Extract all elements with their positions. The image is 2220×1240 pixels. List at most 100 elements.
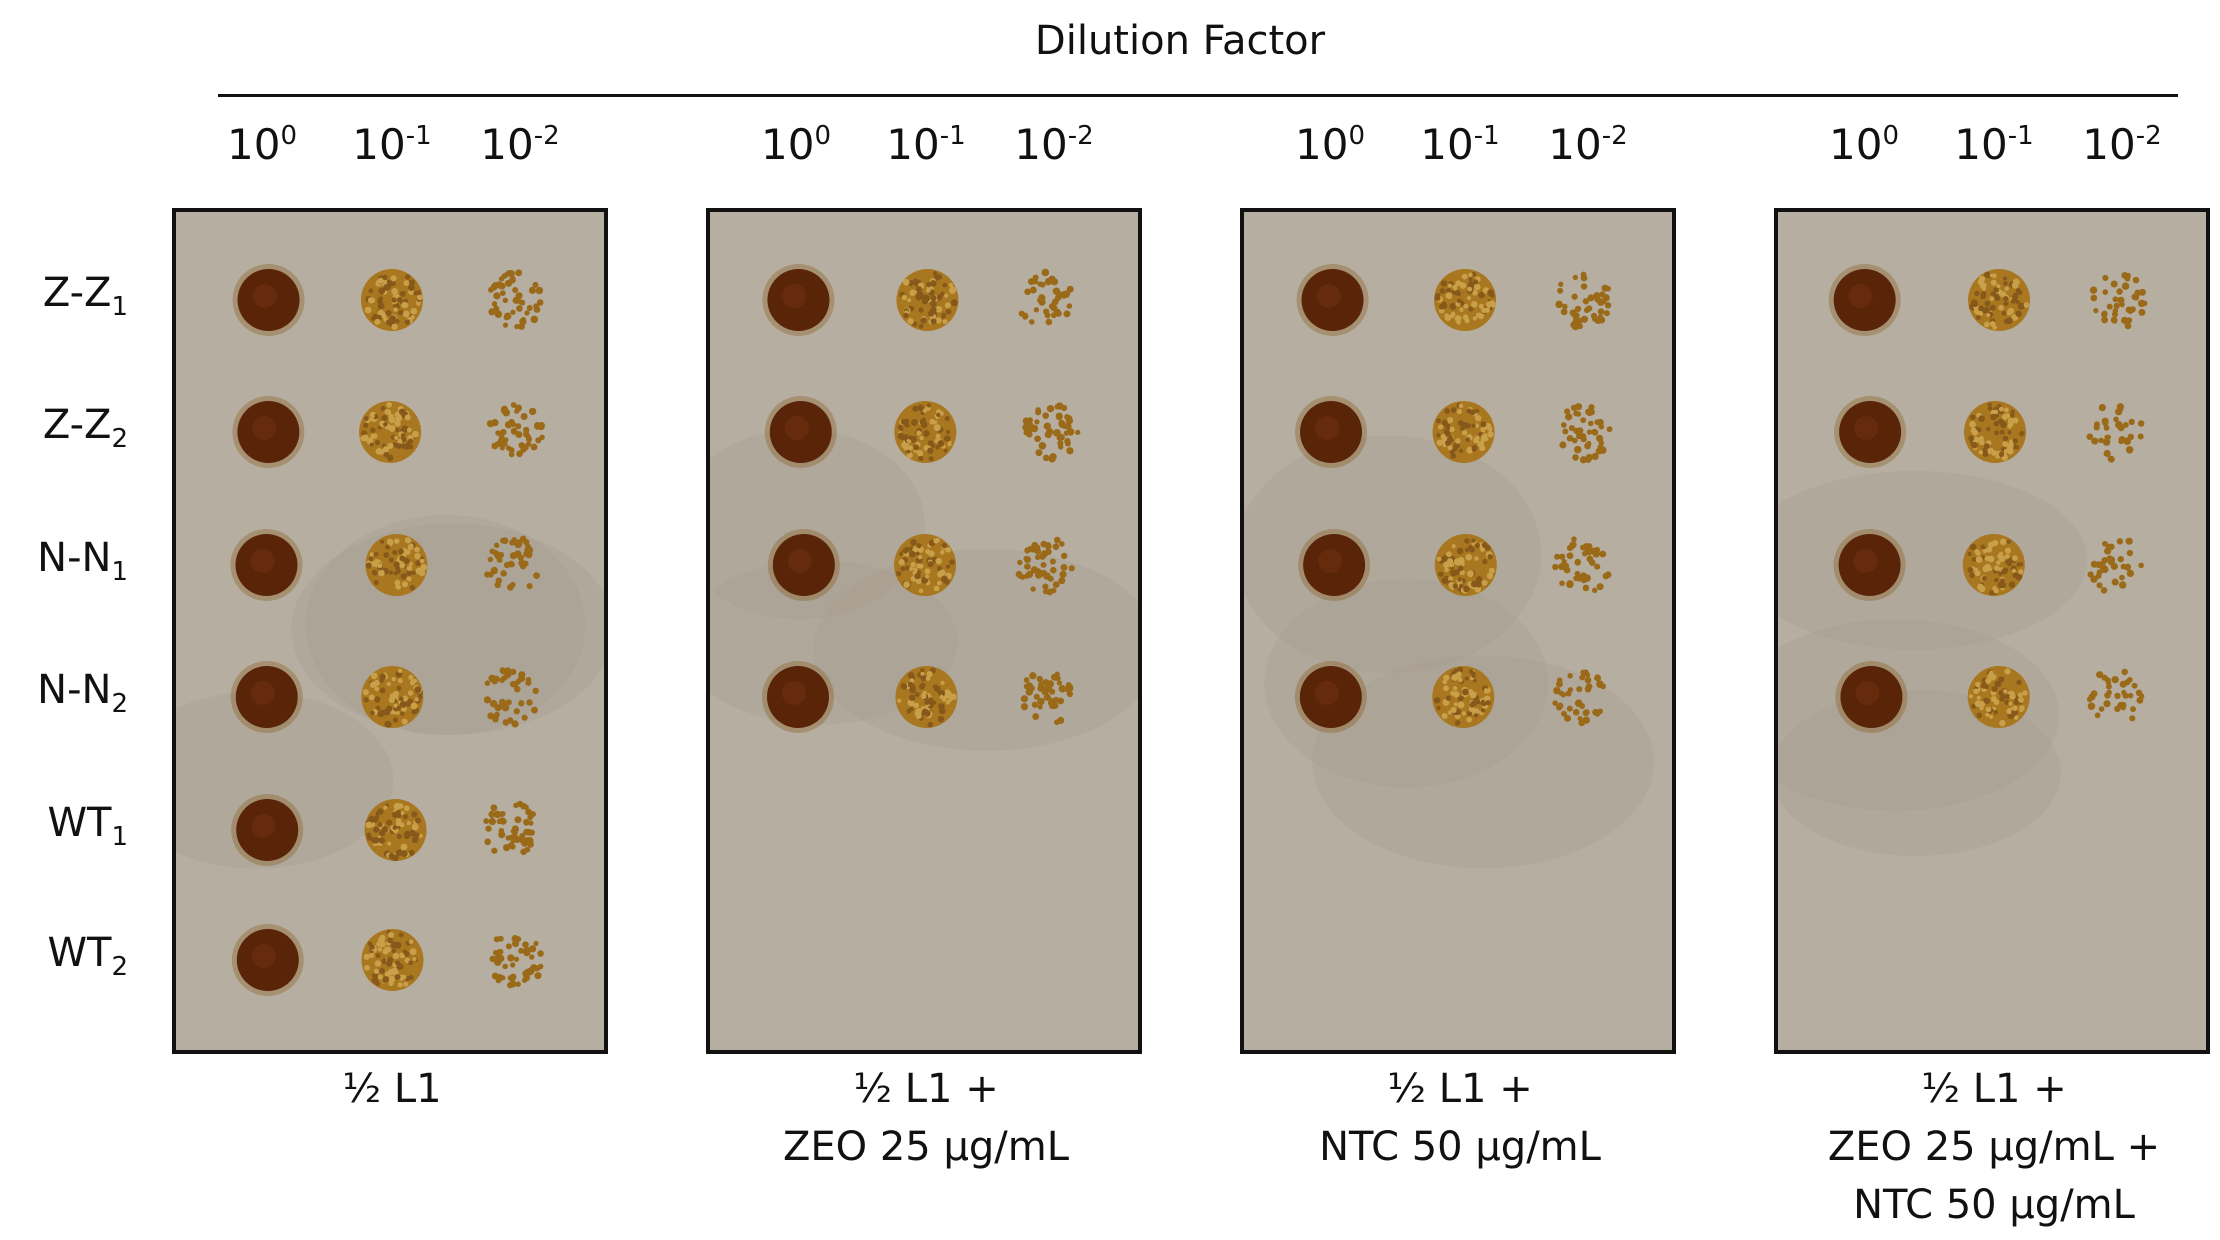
colony-spot xyxy=(764,396,837,468)
colony-spot xyxy=(359,401,422,463)
strain-row-labels: Z-Z1 Z-Z2 N-N1 N-N2 WT1 WT2 xyxy=(0,0,160,1240)
agar-shading xyxy=(291,523,604,735)
dilution-exponent: 0 xyxy=(814,121,831,151)
colony-spot xyxy=(896,269,959,331)
plate-condition-label: ½ L1 + NTC 50 µg/mL xyxy=(1200,1060,1720,1176)
condition-line: ½ L1 xyxy=(342,1066,442,1112)
strain-subscript: 1 xyxy=(111,822,128,852)
strain-name: Z-Z xyxy=(42,402,112,448)
colony-spot xyxy=(1552,536,1612,593)
colony-spot xyxy=(232,396,305,468)
dilution-base: 10 xyxy=(1954,120,2008,169)
colony-spot xyxy=(1020,671,1074,726)
dilution-label: 100 xyxy=(1260,120,1400,169)
condition-line: ½ L1 + xyxy=(853,1066,999,1112)
colony-spot xyxy=(361,666,424,728)
colony-spot xyxy=(1018,268,1074,326)
colony-spot xyxy=(231,794,304,866)
agar-plate xyxy=(1240,208,1676,1054)
colony-spot xyxy=(1294,661,1367,733)
colony-spot xyxy=(1022,402,1081,463)
strain-label: WT2 xyxy=(0,930,128,982)
dilution-label: 10-2 xyxy=(1518,120,1658,169)
agar-shading xyxy=(1778,470,2088,650)
plate-condition-label: ½ L1 xyxy=(132,1060,652,1118)
colony-spot xyxy=(895,666,958,728)
condition-line: ½ L1 + xyxy=(1921,1066,2067,1112)
colony-spot xyxy=(1432,401,1495,463)
colony-spot xyxy=(1432,666,1495,728)
dilution-base: 10 xyxy=(2082,120,2136,169)
dilution-label: 100 xyxy=(726,120,866,169)
plate-spots-svg xyxy=(710,264,1138,751)
agar-shading xyxy=(1778,689,2061,857)
colony-spot xyxy=(230,661,303,733)
strain-label: WT1 xyxy=(0,800,128,852)
colony-spot xyxy=(762,264,835,336)
colony-spot xyxy=(232,264,305,336)
condition-line: ZEO 25 µg/mL + xyxy=(1827,1124,2161,1170)
colony-spot xyxy=(489,935,544,989)
agar-shading xyxy=(710,429,925,620)
dilution-base: 10 xyxy=(1420,120,1474,169)
strain-label: N-N1 xyxy=(0,535,128,587)
colony-spot xyxy=(1968,269,2031,331)
colony-spot xyxy=(230,529,303,601)
dilution-base: 10 xyxy=(480,120,534,169)
dilution-exponent: -2 xyxy=(533,121,560,151)
colony-spot xyxy=(1434,534,1497,596)
dilution-exponent: -1 xyxy=(2007,121,2034,151)
dilution-exponent: 0 xyxy=(1882,121,1899,151)
agar-shading xyxy=(176,691,394,869)
strain-subscript: 2 xyxy=(111,952,128,982)
colony-spot xyxy=(2089,272,2148,330)
strain-name: N-N xyxy=(37,535,112,581)
colony-spot xyxy=(894,401,957,463)
dilution-label: 10-1 xyxy=(1924,120,2064,169)
dilution-base: 10 xyxy=(1014,120,1068,169)
dilution-base: 10 xyxy=(886,120,940,169)
dilution-exponent: 0 xyxy=(280,121,297,151)
dilution-label: 100 xyxy=(192,120,332,169)
colony-spot xyxy=(483,667,539,728)
colony-spot xyxy=(1834,396,1907,468)
colony-spot xyxy=(1962,534,2025,596)
colony-spot xyxy=(1967,666,2030,728)
plate-spots-svg xyxy=(1778,264,2148,857)
dilution-exponent: -1 xyxy=(405,121,432,151)
condition-line: ½ L1 + xyxy=(1387,1066,1533,1112)
colony-spot xyxy=(2087,537,2144,594)
agar-shading xyxy=(1778,619,2060,811)
colony-spot xyxy=(1835,661,1908,733)
dilution-exponent: -2 xyxy=(2135,121,2162,151)
colony-spot xyxy=(365,534,428,596)
colony-spot xyxy=(767,529,840,601)
colony-spot xyxy=(483,800,536,856)
colony-spot xyxy=(1559,403,1613,464)
plate-condition-label: ½ L1 + ZEO 25 µg/mL + NTC 50 µg/mL xyxy=(1734,1060,2220,1234)
dilution-exponent: 0 xyxy=(1348,121,1365,151)
plate-spots-svg xyxy=(176,264,604,996)
agar-shading xyxy=(1264,578,1548,788)
colony-spot xyxy=(761,661,834,733)
strain-name: WT xyxy=(47,930,112,976)
colony-spot xyxy=(360,269,423,331)
strain-label: Z-Z1 xyxy=(0,270,128,322)
dilution-base: 10 xyxy=(1829,120,1883,169)
strain-name: WT xyxy=(47,800,112,846)
dilution-base: 10 xyxy=(227,120,281,169)
strain-subscript: 2 xyxy=(111,424,128,454)
agar-plate xyxy=(172,208,608,1054)
strain-subscript: 1 xyxy=(111,292,128,322)
dilution-exponent: -1 xyxy=(1473,121,1500,151)
strain-name: N-N xyxy=(37,667,112,713)
colony-spot xyxy=(484,535,540,591)
dilution-base: 10 xyxy=(1295,120,1349,169)
dilution-base: 10 xyxy=(761,120,815,169)
colony-spot xyxy=(1295,396,1368,468)
dilution-label: 100 xyxy=(1794,120,1934,169)
colony-spot xyxy=(1434,269,1497,331)
dilution-label: 10-2 xyxy=(450,120,590,169)
header-divider-line xyxy=(218,94,2178,97)
colony-spot xyxy=(1298,529,1371,601)
